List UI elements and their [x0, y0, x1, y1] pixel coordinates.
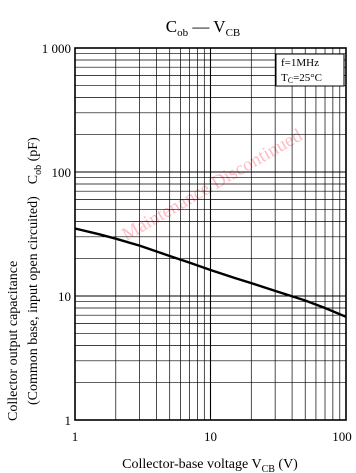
y-tick-labels: 1 10 100 1 000 — [42, 41, 71, 428]
condition-freq: f=1MHz — [281, 57, 319, 69]
y-tick-label: 1 — [65, 413, 72, 428]
title-dash: — V — [188, 17, 226, 36]
y-axis-label-gap: C — [26, 175, 41, 184]
title-c: C — [166, 17, 177, 36]
watermark-text: Maintenance/Discontinued — [118, 125, 306, 246]
x-axis-label: Collector-base voltage VCB (V) — [122, 457, 298, 473]
title-sub-cb: CB — [226, 27, 241, 39]
y-axis-label-unit: (pF) — [26, 137, 41, 165]
condition-temp: TC=25°C — [281, 72, 322, 85]
condition-temp-value: =25°C — [293, 72, 322, 84]
grid — [75, 48, 346, 420]
condition-temp-sub: C — [288, 76, 293, 85]
condition-box: f=1MHz TC=25°C — [275, 53, 345, 87]
x-tick-label: 10 — [204, 429, 217, 444]
series-line — [74, 227, 347, 318]
condition-box-frame — [275, 53, 345, 87]
y-tick-label: 100 — [52, 165, 72, 180]
x-axis-label-sub: CB — [262, 464, 276, 473]
x-tick-label: 1 — [72, 429, 79, 444]
watermark: Maintenance/Discontinued — [118, 125, 306, 246]
x-tick-label: 100 — [332, 429, 352, 444]
condition-temp-t: T — [281, 72, 288, 84]
y-axis-label-sub: ob — [33, 165, 44, 175]
y-axis-label-line1: Collector output capacitance — [6, 261, 21, 421]
y-tick-label: 10 — [58, 289, 71, 304]
y-tick-label: 1 000 — [42, 41, 71, 56]
y-axis-label-line2: (Common base, input open circuited) Cob (… — [26, 137, 44, 405]
plot-frame — [74, 47, 347, 421]
y-axis-label-line2-text: (Common base, input open circuited) — [26, 196, 41, 405]
x-axis-label-unit: (V) — [275, 457, 298, 472]
chart-title: Cob — VCB — [166, 17, 241, 39]
title-sub-ob: ob — [177, 27, 189, 39]
x-tick-labels: 1 10 100 — [72, 429, 352, 444]
x-axis-label-text: Collector-base voltage V — [122, 457, 261, 472]
